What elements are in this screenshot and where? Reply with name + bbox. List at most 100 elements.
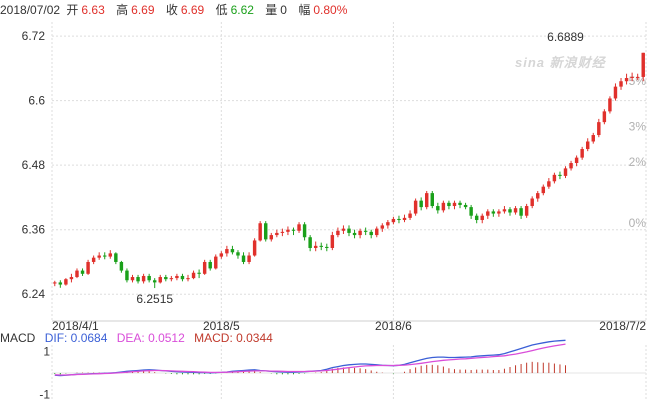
- candle-body: [602, 111, 607, 123]
- candle-body: [158, 277, 162, 283]
- candle-body: [408, 213, 412, 218]
- candle-body: [469, 207, 473, 216]
- candle-body: [585, 141, 590, 150]
- x-axis-label: 2018/5: [203, 319, 240, 333]
- high-label: 高: [116, 3, 129, 17]
- candle-body: [164, 277, 168, 280]
- candle-body: [513, 208, 518, 213]
- candle-body: [180, 275, 185, 280]
- candle-body: [630, 76, 634, 79]
- volume-label: 量: [265, 3, 278, 17]
- dif-legend: DIF: 0.0684: [44, 331, 108, 345]
- candle-body: [175, 275, 179, 279]
- candle-body: [241, 255, 246, 262]
- candle-body: [347, 228, 351, 233]
- candle-body: [380, 225, 385, 229]
- candle-body: [597, 122, 601, 136]
- candle-body: [69, 277, 74, 280]
- candle-body: [264, 223, 268, 240]
- candle-body: [108, 253, 113, 257]
- candle-body: [230, 249, 235, 253]
- x-axis-label: 2018/6: [375, 319, 412, 333]
- candle-body: [336, 230, 340, 236]
- high-value: 6.69: [131, 3, 155, 17]
- candle-body: [214, 256, 218, 269]
- candle-body: [458, 202, 462, 205]
- candle-body: [352, 232, 357, 236]
- candle-body: [219, 253, 224, 257]
- candle-body: [191, 272, 196, 279]
- candle-body: [358, 230, 362, 236]
- candle-body: [608, 98, 612, 112]
- candle-body: [474, 215, 479, 221]
- candle-body: [330, 235, 335, 248]
- candle-body: [152, 280, 157, 283]
- open-value: 6.63: [81, 3, 105, 17]
- candle-body: [225, 249, 229, 254]
- candle-body: [635, 76, 640, 78]
- candle-body: [613, 86, 618, 99]
- price-annotation: 6.6889: [547, 30, 584, 44]
- candle-body: [291, 229, 296, 231]
- candle-body: [419, 200, 423, 208]
- candle-body: [563, 168, 568, 176]
- candle-body: [580, 149, 584, 158]
- candle-body: [486, 211, 490, 216]
- candle-body: [480, 215, 484, 221]
- macd-value-legend: MACD: 0.0344: [194, 331, 273, 345]
- candle-body: [413, 200, 418, 214]
- candle-body: [319, 245, 323, 247]
- candle-body: [208, 261, 212, 269]
- y-tick-label: 6.24: [22, 287, 46, 301]
- sina-finance-watermark: sina 新浪财经: [515, 55, 606, 70]
- candle-body: [247, 255, 251, 262]
- candle-body: [197, 272, 201, 274]
- candle-body: [341, 228, 346, 231]
- price-annotation: 6.2515: [136, 292, 173, 306]
- dea-line: [54, 343, 566, 376]
- candle-body: [308, 237, 312, 248]
- candle-body: [80, 270, 85, 274]
- candle-body: [141, 275, 146, 282]
- candle-body: [186, 278, 190, 280]
- candle-body: [524, 206, 529, 216]
- y-tick-label: 6.36: [22, 223, 46, 237]
- candle-body: [258, 223, 262, 241]
- candle-body: [369, 231, 373, 236]
- candle-body: [402, 217, 407, 221]
- close-value: 6.69: [180, 3, 205, 17]
- candle-body: [58, 282, 63, 285]
- candle-body: [86, 261, 90, 274]
- open-label: 开: [66, 3, 79, 17]
- candle-body: [452, 202, 457, 207]
- candle-body: [502, 209, 507, 212]
- candle-body: [619, 81, 623, 87]
- candle-body: [136, 277, 140, 282]
- candle-body: [530, 198, 534, 207]
- pct-tick-label: 0%: [629, 216, 647, 230]
- candle-body: [97, 255, 101, 258]
- candle-body: [447, 202, 451, 207]
- y-tick-label: 6.6: [28, 94, 45, 108]
- candle-body: [552, 174, 557, 182]
- candle-body: [75, 270, 79, 278]
- candle-body: [641, 52, 645, 77]
- candle-body: [375, 228, 379, 236]
- candle-body: [397, 218, 401, 221]
- candle-body: [147, 275, 151, 281]
- candle-body: [91, 257, 96, 262]
- pct-tick-label: 3%: [629, 119, 647, 133]
- candle-body: [547, 181, 551, 187]
- candle-body: [64, 279, 68, 285]
- candle-body: [574, 157, 579, 164]
- candle-body: [103, 255, 107, 257]
- dea-legend: DEA: 0.0512: [116, 331, 185, 345]
- candle-body: [436, 206, 440, 211]
- candle-body: [130, 277, 135, 281]
- y-tick-label: 6.48: [22, 158, 46, 172]
- candle-body: [252, 240, 257, 256]
- candle-body: [363, 230, 368, 232]
- candle-body: [325, 246, 329, 248]
